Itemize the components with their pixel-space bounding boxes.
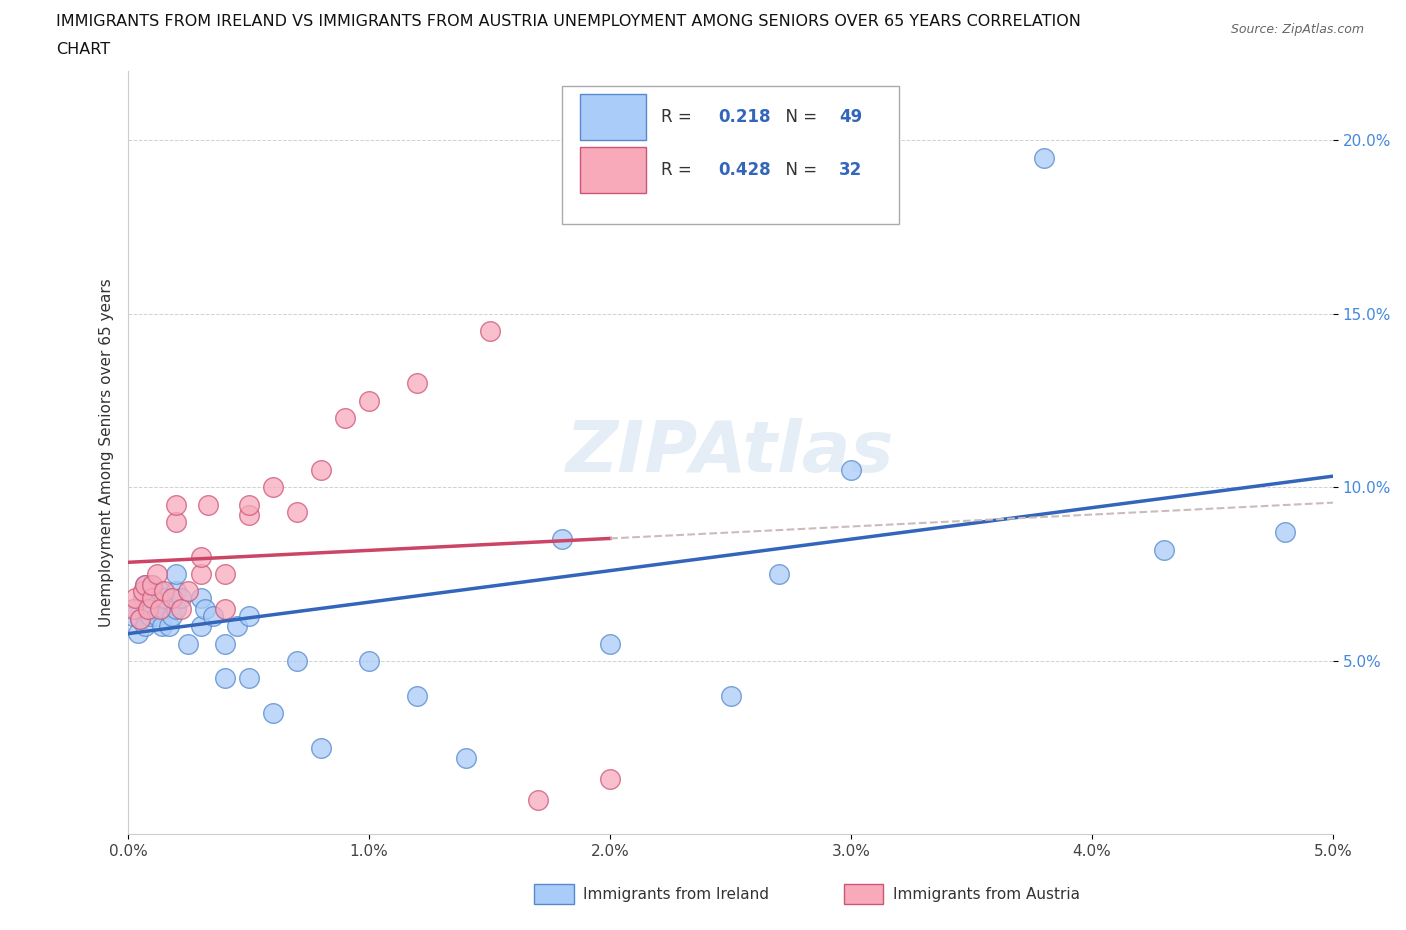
Point: [136, 584, 159, 599]
Point: [148, 602, 170, 617]
Point: [309, 462, 332, 477]
Text: R =: R =: [661, 108, 697, 126]
Point: [146, 608, 169, 623]
Point: [478, 324, 501, 339]
Text: CHART: CHART: [56, 42, 110, 57]
Text: Source: ZipAtlas.com: Source: ZipAtlas.com: [1230, 23, 1364, 36]
Point: [129, 612, 152, 627]
Text: Immigrants from Austria: Immigrants from Austria: [893, 887, 1080, 902]
Text: Immigrants from Ireland: Immigrants from Ireland: [583, 887, 769, 902]
Point: [214, 602, 236, 617]
Point: [768, 566, 790, 581]
FancyBboxPatch shape: [581, 94, 647, 140]
Point: [359, 393, 381, 408]
Point: [225, 618, 247, 633]
Point: [406, 688, 429, 703]
Point: [177, 584, 200, 599]
Point: [153, 602, 176, 617]
Point: [238, 508, 260, 523]
Text: 0.428: 0.428: [718, 161, 770, 179]
Point: [599, 636, 621, 651]
Point: [527, 792, 550, 807]
Point: [262, 706, 284, 721]
Point: [214, 671, 236, 685]
Point: [134, 618, 156, 633]
Point: [1274, 525, 1296, 540]
Text: N =: N =: [775, 161, 823, 179]
Point: [141, 591, 163, 605]
Text: 32: 32: [839, 161, 862, 179]
Point: [129, 612, 152, 627]
Point: [194, 602, 217, 617]
Point: [134, 578, 156, 592]
Point: [134, 578, 156, 592]
Point: [148, 584, 170, 599]
Point: [177, 636, 200, 651]
Point: [262, 480, 284, 495]
Point: [190, 550, 212, 565]
Point: [131, 584, 153, 599]
Point: [359, 654, 381, 669]
Point: [1032, 150, 1054, 165]
Point: [454, 751, 477, 765]
Point: [170, 602, 193, 617]
Point: [124, 591, 146, 605]
Point: [309, 740, 332, 755]
Text: N =: N =: [775, 108, 823, 126]
Point: [153, 591, 176, 605]
Y-axis label: Unemployment Among Seniors over 65 years: Unemployment Among Seniors over 65 years: [100, 278, 114, 627]
Point: [146, 591, 169, 605]
Text: 0.218: 0.218: [718, 108, 770, 126]
Point: [165, 602, 187, 617]
Point: [201, 608, 224, 623]
Text: 49: 49: [839, 108, 862, 126]
Point: [141, 578, 163, 592]
Point: [406, 376, 429, 391]
Point: [285, 654, 308, 669]
Point: [127, 626, 149, 641]
Point: [720, 688, 742, 703]
Point: [136, 602, 159, 617]
Text: ZIPAtlas: ZIPAtlas: [567, 418, 894, 487]
Point: [141, 602, 163, 617]
Point: [551, 532, 574, 547]
Point: [190, 566, 212, 581]
Point: [139, 608, 162, 623]
Point: [160, 608, 183, 623]
Point: [170, 591, 193, 605]
Point: [141, 578, 163, 592]
Point: [190, 591, 212, 605]
Text: IMMIGRANTS FROM IRELAND VS IMMIGRANTS FROM AUSTRIA UNEMPLOYMENT AMONG SENIORS OV: IMMIGRANTS FROM IRELAND VS IMMIGRANTS FR…: [56, 14, 1081, 29]
Point: [122, 608, 145, 623]
Point: [238, 671, 260, 685]
Point: [131, 591, 153, 605]
Point: [124, 602, 146, 617]
Point: [190, 618, 212, 633]
Text: R =: R =: [661, 161, 697, 179]
Point: [214, 566, 236, 581]
Point: [599, 772, 621, 787]
Point: [333, 410, 356, 425]
Point: [165, 514, 187, 529]
Point: [165, 584, 187, 599]
Point: [160, 591, 183, 605]
Point: [150, 618, 173, 633]
Point: [136, 602, 159, 617]
Point: [238, 608, 260, 623]
Point: [165, 498, 187, 512]
Point: [839, 462, 862, 477]
Point: [165, 566, 187, 581]
Point: [141, 584, 163, 599]
Point: [285, 504, 308, 519]
FancyBboxPatch shape: [562, 86, 900, 223]
Point: [122, 602, 145, 617]
Point: [153, 584, 176, 599]
Point: [238, 498, 260, 512]
Point: [146, 566, 169, 581]
Point: [197, 498, 219, 512]
Point: [214, 636, 236, 651]
Point: [1153, 542, 1175, 557]
Point: [157, 618, 180, 633]
FancyBboxPatch shape: [581, 147, 647, 193]
